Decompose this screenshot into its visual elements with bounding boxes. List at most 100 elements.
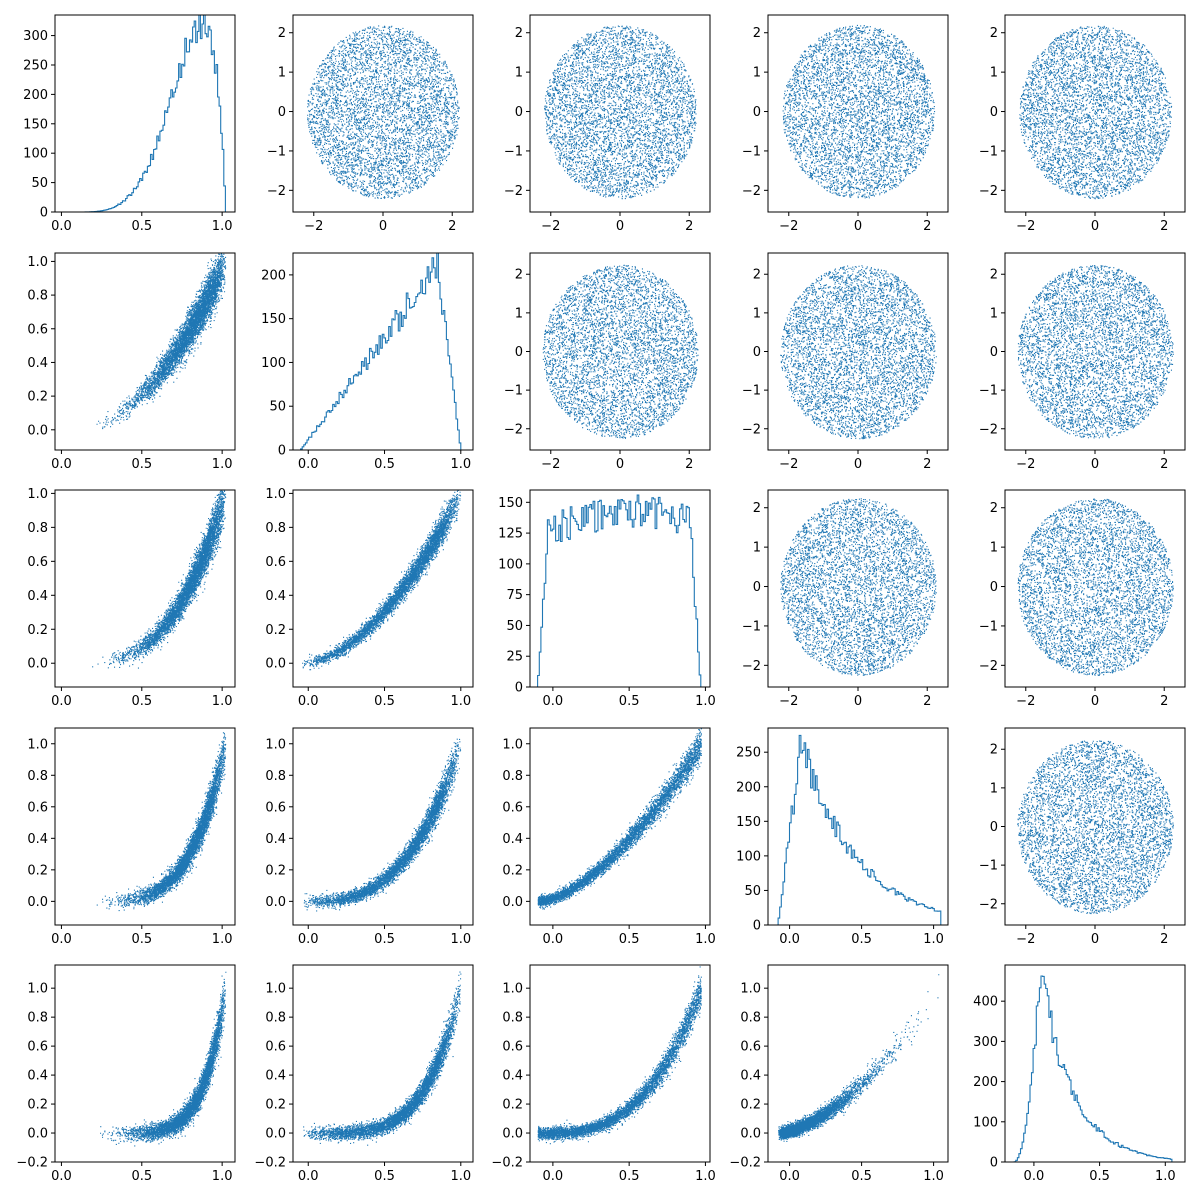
scatter-points [780, 265, 937, 440]
y-tick-label: 0 [753, 105, 761, 120]
y-tick-label: 0.4 [265, 1069, 286, 1084]
x-tick-label: 1.0 [212, 457, 233, 472]
x-tick-label: 0.5 [619, 1169, 640, 1184]
y-tick-label: 0 [990, 345, 998, 360]
x-tick-label: 1.0 [212, 1169, 233, 1184]
x-tick-label: 0.5 [619, 932, 640, 947]
panel-r4-c2: 0.0 0.5 1.0 −0.2 0.0 0.2 0.4 0.6 0.8 1.0 [491, 964, 716, 1184]
y-tick-label: 2 [990, 26, 998, 41]
y-tick-label: 2 [753, 268, 761, 283]
x-tick-label: 0.5 [131, 694, 152, 709]
y-tick-label: 50 [31, 176, 48, 191]
x-tick-label: 0.5 [374, 457, 395, 472]
y-tick-label: 0.2 [265, 1098, 286, 1113]
y-tick-label: −1 [979, 144, 998, 159]
y-tick-label: 2 [990, 268, 998, 283]
y-tick-label: 1 [515, 66, 523, 81]
axes-frame [54, 252, 236, 451]
x-tick-label: 0.0 [51, 932, 72, 947]
plot-area [1017, 740, 1174, 915]
y-tick-label: 0.2 [27, 1098, 48, 1113]
panel-r2-c4: −2 0 2 −2 −1 0 1 2 [979, 489, 1186, 709]
y-tick-label: 1 [753, 306, 761, 321]
y-tick-label: 100 [498, 557, 523, 572]
panel-r3-c3: 0.0 0.5 1.0 0 50 100 150 200 250 [736, 727, 949, 947]
y-tick-label: 0.6 [502, 800, 523, 815]
x-tick-label: 0.0 [51, 457, 72, 472]
scatter-points [1017, 740, 1174, 915]
x-tick-label: 0.0 [543, 694, 564, 709]
x-tick-label: 0 [1091, 694, 1099, 709]
x-tick-label: 0.0 [543, 932, 564, 947]
panel-r2-c0: 0.0 0.5 1.0 0.0 0.2 0.4 0.6 0.8 1.0 [27, 487, 236, 709]
y-tick-label: 0.0 [27, 657, 48, 672]
x-tick-label: 0.5 [131, 219, 152, 234]
axes-frame [54, 964, 236, 1163]
x-tick-label: 0.0 [543, 1169, 564, 1184]
y-tick-label: 0.6 [265, 800, 286, 815]
x-tick-label: 1.0 [923, 932, 944, 947]
y-tick-label: −1 [504, 144, 523, 159]
y-tick-label: 1.0 [27, 255, 48, 270]
y-tick-label: −0.2 [16, 1156, 48, 1171]
y-tick-label: 0.6 [27, 800, 48, 815]
y-tick-label: 0.8 [502, 1011, 523, 1026]
x-tick-label: 0.5 [374, 1169, 395, 1184]
y-tick-label: 75 [506, 588, 523, 603]
plot-area [537, 966, 702, 1145]
y-tick-label: 2 [990, 501, 998, 516]
y-tick-label: 0.4 [740, 1069, 761, 1084]
x-tick-label: −2 [779, 694, 798, 709]
panel-r2-c3: −2 0 2 −2 −1 0 1 2 [742, 489, 949, 709]
y-tick-label: 0.2 [265, 623, 286, 638]
panel-r4-c1: 0.0 0.5 1.0 −0.2 0.0 0.2 0.4 0.6 0.8 1.0 [254, 964, 474, 1184]
panel-r4-c3: 0.0 0.5 1.0 −0.2 0.0 0.2 0.4 0.6 0.8 1.0 [729, 964, 949, 1184]
panel-r0-c0: 0.0 0.5 1.0 0 50 100 150 200 250 300 [23, 14, 236, 234]
y-tick-label: 0 [278, 444, 286, 459]
x-tick-label: 2 [685, 457, 693, 472]
x-tick-label: 2 [1160, 219, 1168, 234]
y-tick-label: 2 [515, 268, 523, 283]
x-tick-label: 0.5 [374, 932, 395, 947]
y-tick-label: 100 [261, 356, 286, 371]
x-tick-label: 2 [923, 694, 931, 709]
y-tick-label: 0.8 [27, 769, 48, 784]
histogram-step [1013, 975, 1173, 1162]
y-tick-label: 0.6 [502, 1040, 523, 1055]
y-tick-label: 1 [753, 541, 761, 556]
scatter-points [1017, 265, 1174, 439]
plot-area [537, 494, 702, 687]
axes-frame [54, 14, 236, 213]
y-tick-label: 1.0 [265, 737, 286, 752]
scatter-points [303, 738, 462, 912]
y-tick-label: 0.8 [27, 521, 48, 536]
x-tick-label: 0 [379, 219, 387, 234]
panel-r1-c3: −2 0 2 −2 −1 0 1 2 [742, 252, 949, 472]
y-tick-label: −2 [742, 422, 761, 437]
x-tick-label: 1.0 [695, 932, 716, 947]
y-tick-label: 0.2 [27, 863, 48, 878]
x-tick-label: −2 [541, 219, 560, 234]
y-tick-label: 0.8 [27, 1011, 48, 1026]
y-tick-label: 200 [973, 1075, 998, 1090]
y-tick-label: 400 [973, 995, 998, 1010]
y-tick-label: 0.0 [502, 895, 523, 910]
axes-frame [767, 727, 949, 926]
y-tick-label: 0.8 [265, 521, 286, 536]
x-tick-label: 0.5 [131, 457, 152, 472]
axes-frame [767, 964, 949, 1163]
y-tick-label: −1 [267, 144, 286, 159]
x-tick-label: 2 [1160, 932, 1168, 947]
y-tick-label: 100 [736, 849, 761, 864]
plot-area [92, 490, 227, 669]
y-tick-label: 1 [278, 66, 286, 81]
y-tick-label: −1 [979, 619, 998, 634]
x-tick-label: −2 [1016, 932, 1035, 947]
x-tick-label: 2 [923, 219, 931, 234]
x-tick-label: 0.5 [374, 694, 395, 709]
y-tick-label: 150 [261, 312, 286, 327]
plot-area [100, 971, 227, 1147]
x-tick-label: −2 [1016, 694, 1035, 709]
panel-r1-c2: −2 0 2 −2 −1 0 1 2 [504, 252, 711, 472]
y-tick-label: 0.4 [265, 589, 286, 604]
